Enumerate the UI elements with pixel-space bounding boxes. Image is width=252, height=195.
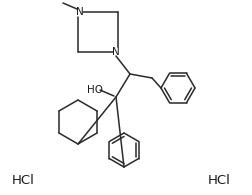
Text: HO: HO (87, 85, 103, 95)
Text: HCl: HCl (208, 174, 231, 186)
Text: HCl: HCl (12, 174, 35, 186)
Text: N: N (112, 47, 120, 57)
Text: N: N (76, 7, 84, 17)
